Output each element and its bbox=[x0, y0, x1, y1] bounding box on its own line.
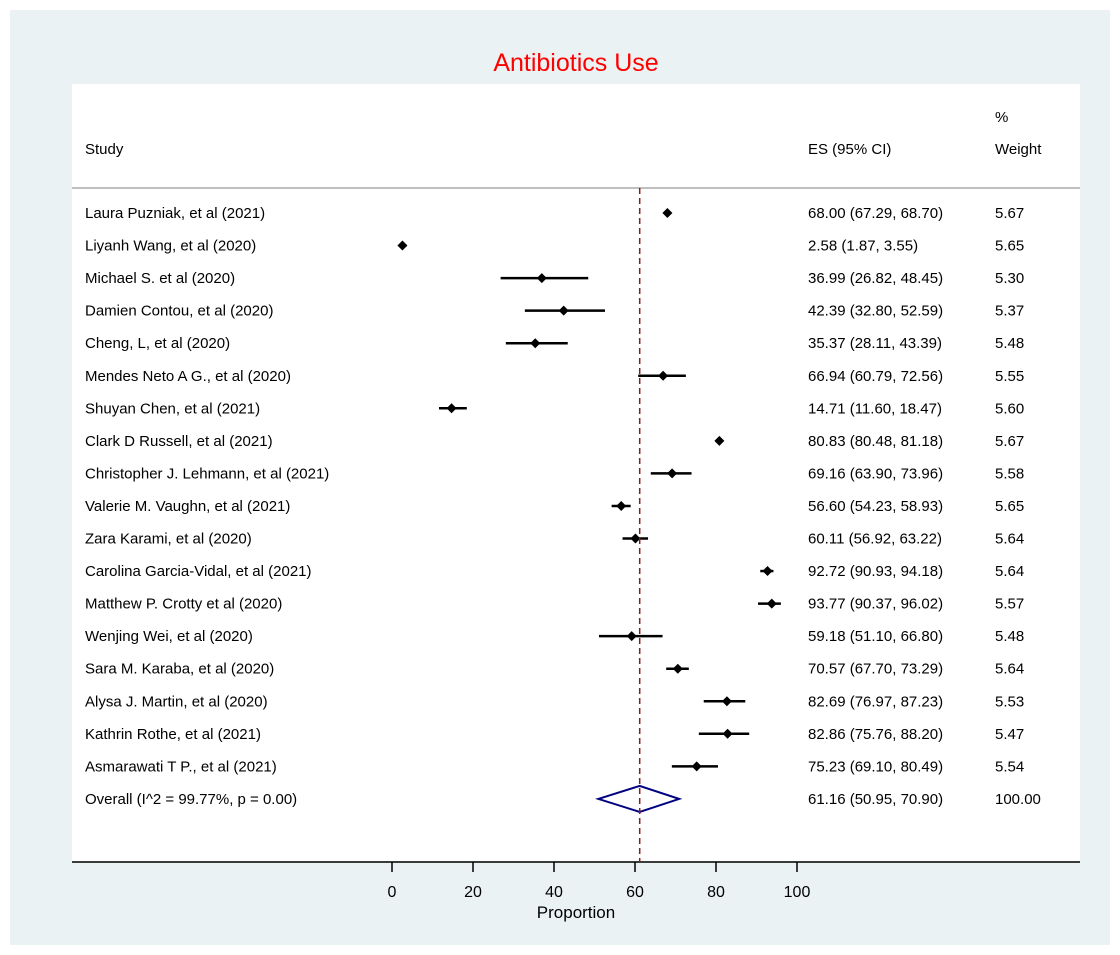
es-value: 82.86 (75.76, 88.20) bbox=[808, 726, 943, 743]
point-estimate bbox=[397, 240, 408, 251]
es-value: 69.16 (63.90, 73.96) bbox=[808, 465, 943, 482]
es-value: 93.77 (90.37, 96.02) bbox=[808, 596, 943, 613]
es-value: 2.58 (1.87, 3.55) bbox=[808, 238, 918, 255]
weight-value: 5.65 bbox=[995, 498, 1024, 515]
study-label: Sara M. Karaba, et al (2020) bbox=[85, 661, 274, 678]
overall-diamond bbox=[595, 784, 683, 813]
weight-value: 5.67 bbox=[995, 433, 1024, 450]
x-tick-label: 80 bbox=[707, 884, 725, 901]
es-value: 42.39 (32.80, 52.59) bbox=[808, 303, 943, 320]
es-value: 66.94 (60.79, 72.56) bbox=[808, 368, 943, 385]
point-estimate bbox=[721, 696, 732, 707]
weight-value: 5.64 bbox=[995, 661, 1024, 678]
point-estimate bbox=[558, 305, 569, 316]
study-label: Liyanh Wang, et al (2020) bbox=[85, 238, 256, 255]
weight-value: 5.47 bbox=[995, 726, 1024, 743]
point-estimate bbox=[762, 566, 773, 577]
chart-title: Antibiotics Use bbox=[493, 49, 658, 77]
es-value: 68.00 (67.29, 68.70) bbox=[808, 205, 943, 222]
weight-value: 5.55 bbox=[995, 368, 1024, 385]
study-label: Kathrin Rothe, et al (2021) bbox=[85, 726, 261, 743]
x-tick-label: 0 bbox=[388, 884, 397, 901]
point-estimate bbox=[691, 761, 702, 772]
point-estimate bbox=[530, 338, 541, 349]
weight-value: 5.53 bbox=[995, 693, 1024, 710]
overall-label: Overall (I^2 = 99.77%, p = 0.00) bbox=[85, 791, 297, 808]
study-label: Shuyan Chen, et al (2021) bbox=[85, 400, 260, 417]
point-estimate bbox=[722, 728, 733, 739]
weight-value: 5.48 bbox=[995, 335, 1024, 352]
study-label: Matthew P. Crotty et al (2020) bbox=[85, 596, 282, 613]
weight-value: 5.58 bbox=[995, 465, 1024, 482]
point-estimate bbox=[672, 663, 683, 674]
point-estimate bbox=[766, 598, 777, 609]
weight-value: 5.30 bbox=[995, 270, 1024, 287]
point-estimate bbox=[630, 533, 641, 544]
study-label: Damien Contou, et al (2020) bbox=[85, 303, 273, 320]
weight-value: 5.67 bbox=[995, 205, 1024, 222]
study-label: Zara Karami, et al (2020) bbox=[85, 531, 252, 548]
study-label: Wenjing Wei, et al (2020) bbox=[85, 628, 253, 645]
es-value: 70.57 (67.70, 73.29) bbox=[808, 661, 943, 678]
x-tick-label: 20 bbox=[464, 884, 482, 901]
weight-value: 5.57 bbox=[995, 596, 1024, 613]
weight-value: 5.64 bbox=[995, 531, 1024, 548]
x-tick-label: 100 bbox=[784, 884, 811, 901]
point-estimate bbox=[446, 403, 457, 414]
es-value: 36.99 (26.82, 48.45) bbox=[808, 270, 943, 287]
weight-value: 5.65 bbox=[995, 238, 1024, 255]
point-estimate bbox=[626, 631, 637, 642]
study-label: Alysa J. Martin, et al (2020) bbox=[85, 693, 268, 710]
point-estimate bbox=[667, 468, 678, 479]
study-label: Mendes Neto A G., et al (2020) bbox=[85, 368, 291, 385]
es-value: 92.72 (90.93, 94.18) bbox=[808, 563, 943, 580]
x-tick-label: 60 bbox=[626, 884, 644, 901]
weight-value: 5.54 bbox=[995, 758, 1024, 775]
weight-value: 5.64 bbox=[995, 563, 1024, 580]
es-value: 35.37 (28.11, 43.39) bbox=[808, 335, 942, 352]
point-estimate bbox=[662, 208, 673, 218]
es-value: 80.83 (80.48, 81.18) bbox=[808, 433, 943, 450]
weight-value: 5.37 bbox=[995, 303, 1024, 320]
overall-weight-value: 100.00 bbox=[995, 791, 1041, 808]
es-value: 56.60 (54.23, 58.93) bbox=[808, 498, 943, 515]
point-estimate bbox=[536, 273, 547, 284]
study-label: Laura Puzniak, et al (2021) bbox=[85, 205, 265, 222]
point-estimate bbox=[714, 435, 725, 446]
x-axis-label: Proportion bbox=[537, 903, 615, 922]
x-tick-label: 40 bbox=[545, 884, 563, 901]
header-weight: Weight bbox=[995, 141, 1042, 158]
header-study: Study bbox=[85, 141, 124, 158]
weight-value: 5.48 bbox=[995, 628, 1024, 645]
es-value: 82.69 (76.97, 87.23) bbox=[808, 693, 943, 710]
study-label: Cheng, L, et al (2020) bbox=[85, 335, 230, 352]
study-label: Carolina Garcia-Vidal, et al (2021) bbox=[85, 563, 312, 580]
study-label: Clark D Russell, et al (2021) bbox=[85, 433, 273, 450]
es-value: 75.23 (69.10, 80.49) bbox=[808, 758, 943, 775]
header-weight-percent: % bbox=[995, 109, 1008, 126]
overall-es-value: 61.16 (50.95, 70.90) bbox=[808, 791, 943, 808]
point-estimate bbox=[658, 370, 669, 381]
study-label: Asmarawati T P., et al (2021) bbox=[85, 758, 277, 775]
es-value: 14.71 (11.60, 18.47) bbox=[808, 400, 942, 417]
point-estimate bbox=[616, 500, 627, 511]
study-label: Christopher J. Lehmann, et al (2021) bbox=[85, 465, 329, 482]
study-label: Valerie M. Vaughn, et al (2021) bbox=[85, 498, 290, 515]
header-es: ES (95% CI) bbox=[808, 141, 891, 158]
plot-region bbox=[72, 84, 1080, 861]
es-value: 59.18 (51.10, 66.80) bbox=[808, 628, 943, 645]
weight-value: 5.60 bbox=[995, 400, 1024, 417]
study-label: Michael S. et al (2020) bbox=[85, 270, 235, 287]
es-value: 60.11 (56.92, 63.22) bbox=[808, 531, 942, 548]
